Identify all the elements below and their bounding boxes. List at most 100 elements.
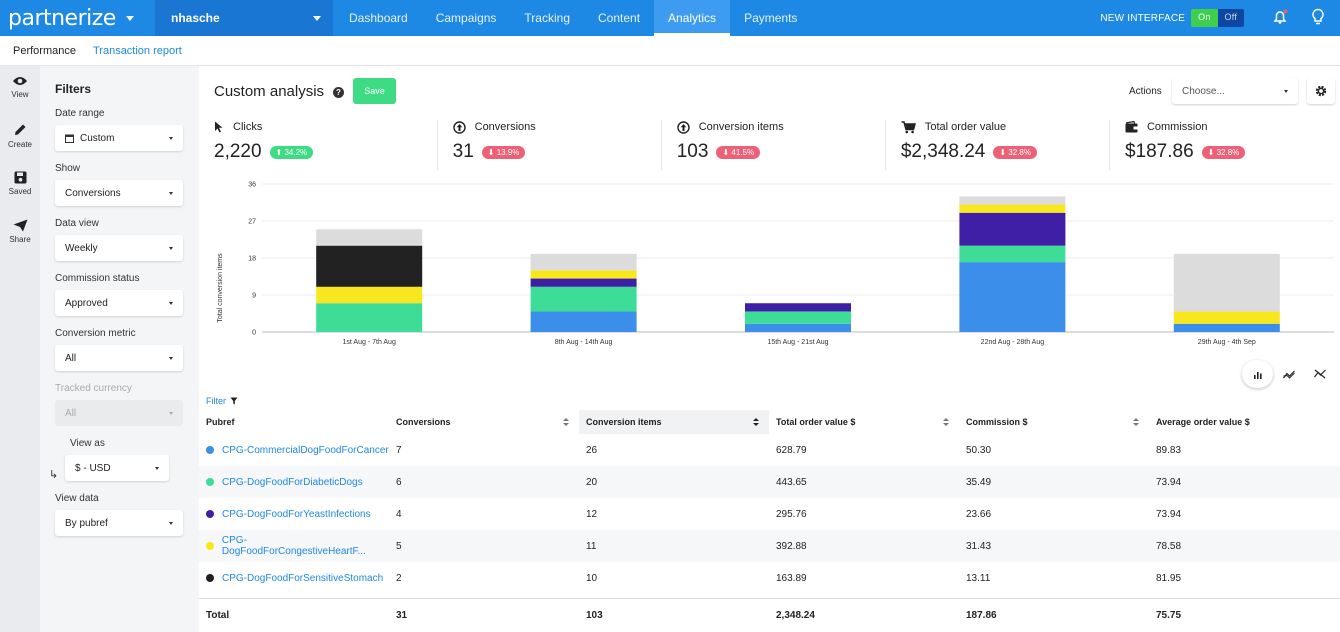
col-total-order-value[interactable]: Total order value $: [769, 410, 959, 434]
settings-button[interactable]: [1307, 78, 1335, 104]
rail-saved[interactable]: Saved: [0, 162, 40, 210]
col-conversions[interactable]: Conversions: [389, 410, 579, 434]
bar-segment[interactable]: [316, 303, 423, 332]
left-rail: View Create Saved Share: [0, 66, 40, 632]
nav-payments[interactable]: Payments: [744, 11, 798, 25]
rail-create[interactable]: Create: [0, 114, 40, 162]
actions-placeholder: Choose...: [1182, 85, 1225, 97]
hide-chart-button[interactable]: [1304, 360, 1335, 388]
bar-segment[interactable]: [530, 311, 637, 332]
chevron-down-icon[interactable]: [125, 15, 134, 21]
bar-segment[interactable]: [959, 262, 1066, 332]
col-pubref[interactable]: Pubref: [199, 410, 389, 434]
pubref-link[interactable]: CPG-DogFoodForYeastInfections: [222, 508, 371, 520]
conversion-metric-value: All: [65, 352, 77, 364]
col-label: Total order value $: [776, 417, 856, 427]
kpi-change: 41.5%: [731, 147, 755, 157]
bar-segment[interactable]: [530, 253, 637, 271]
actions-select[interactable]: Choose...: [1172, 78, 1298, 104]
kpi-conversions: Conversions 31 ⬇ 13.9%: [438, 120, 662, 170]
toggle-off[interactable]: Off: [1217, 9, 1244, 27]
col-conversion-items[interactable]: Conversion items: [579, 410, 769, 434]
bar-segment[interactable]: [745, 323, 851, 332]
sort-icon[interactable]: [563, 418, 569, 426]
bar-segment[interactable]: [745, 311, 851, 324]
calendar-icon: [65, 134, 74, 143]
nav-content[interactable]: Content: [598, 11, 641, 25]
line-chart-button[interactable]: [1273, 360, 1304, 388]
table-row: CPG-DogFoodForSensitiveStomach 2 10 163.…: [199, 562, 1340, 594]
conversion-metric-select[interactable]: All: [55, 345, 183, 371]
series-color-dot: [206, 478, 214, 486]
toggle-on[interactable]: On: [1191, 9, 1218, 27]
bar-segment[interactable]: [959, 212, 1066, 246]
date-range-select[interactable]: Custom: [55, 125, 183, 151]
commission-status-select[interactable]: Approved: [55, 290, 183, 316]
logo[interactable]: partnerize: [0, 0, 155, 36]
series-color-dot: [206, 574, 214, 582]
table-filter-link[interactable]: Filter: [206, 396, 238, 406]
help-icon[interactable]: ?: [333, 87, 344, 98]
cell-commission: 35.49: [966, 476, 992, 488]
table-header: Pubref Conversions Conversion items Tota…: [199, 410, 1340, 434]
return-arrow-icon: ↳: [49, 468, 59, 481]
bar-segment[interactable]: [316, 229, 423, 246]
bar-segment[interactable]: [530, 278, 637, 287]
account-selector[interactable]: nhasche: [155, 0, 333, 36]
pubref-link[interactable]: CPG-DogFoodForDiabeticDogs: [222, 476, 363, 488]
rail-saved-label: Saved: [8, 187, 32, 196]
sort-icon[interactable]: [753, 418, 759, 426]
pubref-link[interactable]: CPG-DogFoodForCongestiveHeartF...: [221, 535, 366, 557]
bar-segment[interactable]: [530, 286, 637, 312]
total-commission: 187.86: [966, 610, 997, 621]
bar-segment[interactable]: [959, 196, 1066, 205]
cell-tov: 163.89: [776, 572, 807, 584]
data-view-select[interactable]: Weekly: [55, 235, 183, 261]
rail-share[interactable]: Share: [0, 210, 40, 258]
subnav-performance[interactable]: Performance: [13, 44, 76, 57]
kpi-label: Commission: [1146, 121, 1208, 133]
notification-bell-icon[interactable]: [1272, 9, 1288, 25]
save-button[interactable]: Save: [353, 78, 396, 104]
paper-plane-icon: [13, 219, 27, 232]
bar-segment[interactable]: [959, 245, 1066, 263]
new-interface-toggle[interactable]: On Off: [1191, 9, 1244, 27]
filters-panel: Filters Date range Custom Show Conversio…: [40, 66, 198, 632]
nav-analytics[interactable]: Analytics: [654, 0, 731, 36]
chevron-down-icon: [1284, 89, 1288, 93]
pubref-link[interactable]: CPG-DogFoodForSensitiveStomach: [222, 572, 384, 584]
subnav-transaction-report[interactable]: Transaction report: [92, 44, 182, 57]
lightbulb-icon[interactable]: [1310, 8, 1326, 26]
cell-items: 10: [586, 572, 598, 584]
rail-view[interactable]: View: [0, 66, 40, 114]
bar-segment[interactable]: [959, 204, 1066, 213]
col-average-order-value[interactable]: Average order value $: [1149, 410, 1340, 434]
view-as-select[interactable]: $ - USD: [65, 455, 169, 481]
bar-segment[interactable]: [1173, 323, 1280, 332]
stacked-bar-chart: 0 9 18 27 36 Total conversion items 1st Aug …: [217, 182, 1334, 346]
kpi-change-badge: ⬇ 32.8%: [993, 145, 1037, 159]
nav-campaigns[interactable]: Campaigns: [435, 11, 497, 25]
sub-nav: Performance Transaction report: [0, 36, 1340, 66]
kpi-value: 103: [676, 141, 709, 162]
col-commission[interactable]: Commission $: [959, 410, 1149, 434]
bar-segment[interactable]: [745, 303, 851, 312]
bar-segment[interactable]: [316, 245, 423, 287]
pubref-link[interactable]: CPG-CommercialDogFoodForCancer: [222, 444, 389, 456]
kpi-value: $2,348.24: [900, 141, 986, 162]
show-select[interactable]: Conversions: [55, 180, 183, 206]
bar-chart-button[interactable]: [1242, 360, 1273, 388]
nav-dashboard[interactable]: Dashboard: [349, 11, 408, 25]
bar-segment[interactable]: [1173, 311, 1280, 324]
bar-segment[interactable]: [530, 270, 637, 279]
cell-tov: 392.88: [776, 540, 807, 552]
bar-segment[interactable]: [316, 286, 423, 304]
view-data-select[interactable]: By pubref: [55, 510, 183, 536]
sort-icon[interactable]: [943, 418, 949, 426]
nav-tracking[interactable]: Tracking: [524, 11, 570, 25]
bar-segment[interactable]: [1173, 253, 1280, 312]
cell-tov: 443.65: [776, 476, 807, 488]
view-data-label: View data: [55, 493, 99, 504]
sort-icon[interactable]: [1133, 418, 1139, 426]
tracked-currency-label: Tracked currency: [55, 383, 132, 394]
